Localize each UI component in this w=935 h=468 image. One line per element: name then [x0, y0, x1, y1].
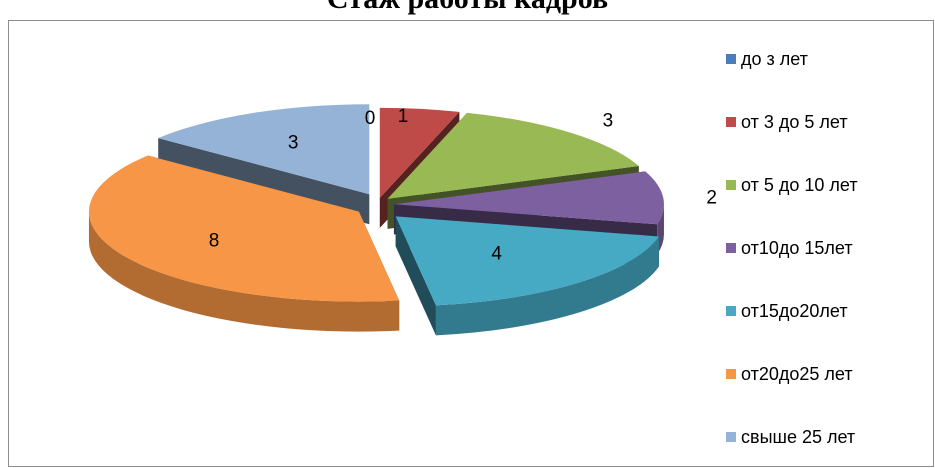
- data-label-2: 1: [398, 106, 409, 127]
- pie-slice-6-top: [88, 155, 400, 302]
- pie-slice-4-top: [393, 171, 664, 225]
- pie-slice-2-top: [379, 107, 460, 198]
- pie-slice-7-top: [158, 104, 370, 195]
- legend-label-1: до з лет: [741, 48, 808, 69]
- legend-label-7: свыше 25 лет: [741, 426, 856, 447]
- pie-slice-5: [395, 216, 659, 336]
- pie-slice-3-top: [387, 112, 639, 199]
- legend-swatch-4: [726, 243, 736, 253]
- data-label-1: 0: [365, 108, 376, 129]
- legend-swatch-6: [726, 369, 736, 379]
- pie-slice-6-side: [88, 211, 400, 332]
- data-label-4: 2: [706, 187, 717, 208]
- pie-slice-5-side: [435, 236, 659, 336]
- pie-slice-5-top: [395, 216, 659, 306]
- legend-swatch-3: [726, 180, 736, 190]
- data-label-7: 3: [288, 133, 299, 154]
- legend-swatch-7: [726, 432, 736, 442]
- legend-label-4: от10до 15лет: [741, 237, 853, 258]
- data-label-5: 4: [491, 244, 502, 265]
- data-label-3: 3: [603, 111, 614, 132]
- legend-item-3: от 5 до 10 лет: [726, 174, 858, 196]
- legend-item-6: от20до25 лет: [726, 363, 853, 385]
- legend-label-3: от 5 до 10 лет: [741, 174, 858, 195]
- legend-label-5: от15до20лет: [741, 300, 848, 321]
- legend-item-2: от 3 до 5 лет: [726, 111, 848, 133]
- legend-swatch-5: [726, 306, 736, 316]
- pie-slice-6: [88, 155, 400, 332]
- legend-item-5: от15до20лет: [726, 300, 848, 322]
- chart-title: Стаж работы кадров: [0, 0, 935, 16]
- legend-swatch-1: [726, 54, 736, 64]
- data-label-6: 8: [209, 231, 220, 252]
- pie-slice-5-edge-2: [395, 216, 436, 336]
- legend-label-2: от 3 до 5 лет: [741, 111, 848, 132]
- legend-item-7: свыше 25 лет: [726, 426, 855, 448]
- legend-item-4: от10до 15лет: [726, 237, 853, 259]
- legend-swatch-2: [726, 117, 736, 127]
- legend-label-6: от20до25 лет: [741, 363, 853, 384]
- legend-item-1: до з лет: [726, 48, 808, 70]
